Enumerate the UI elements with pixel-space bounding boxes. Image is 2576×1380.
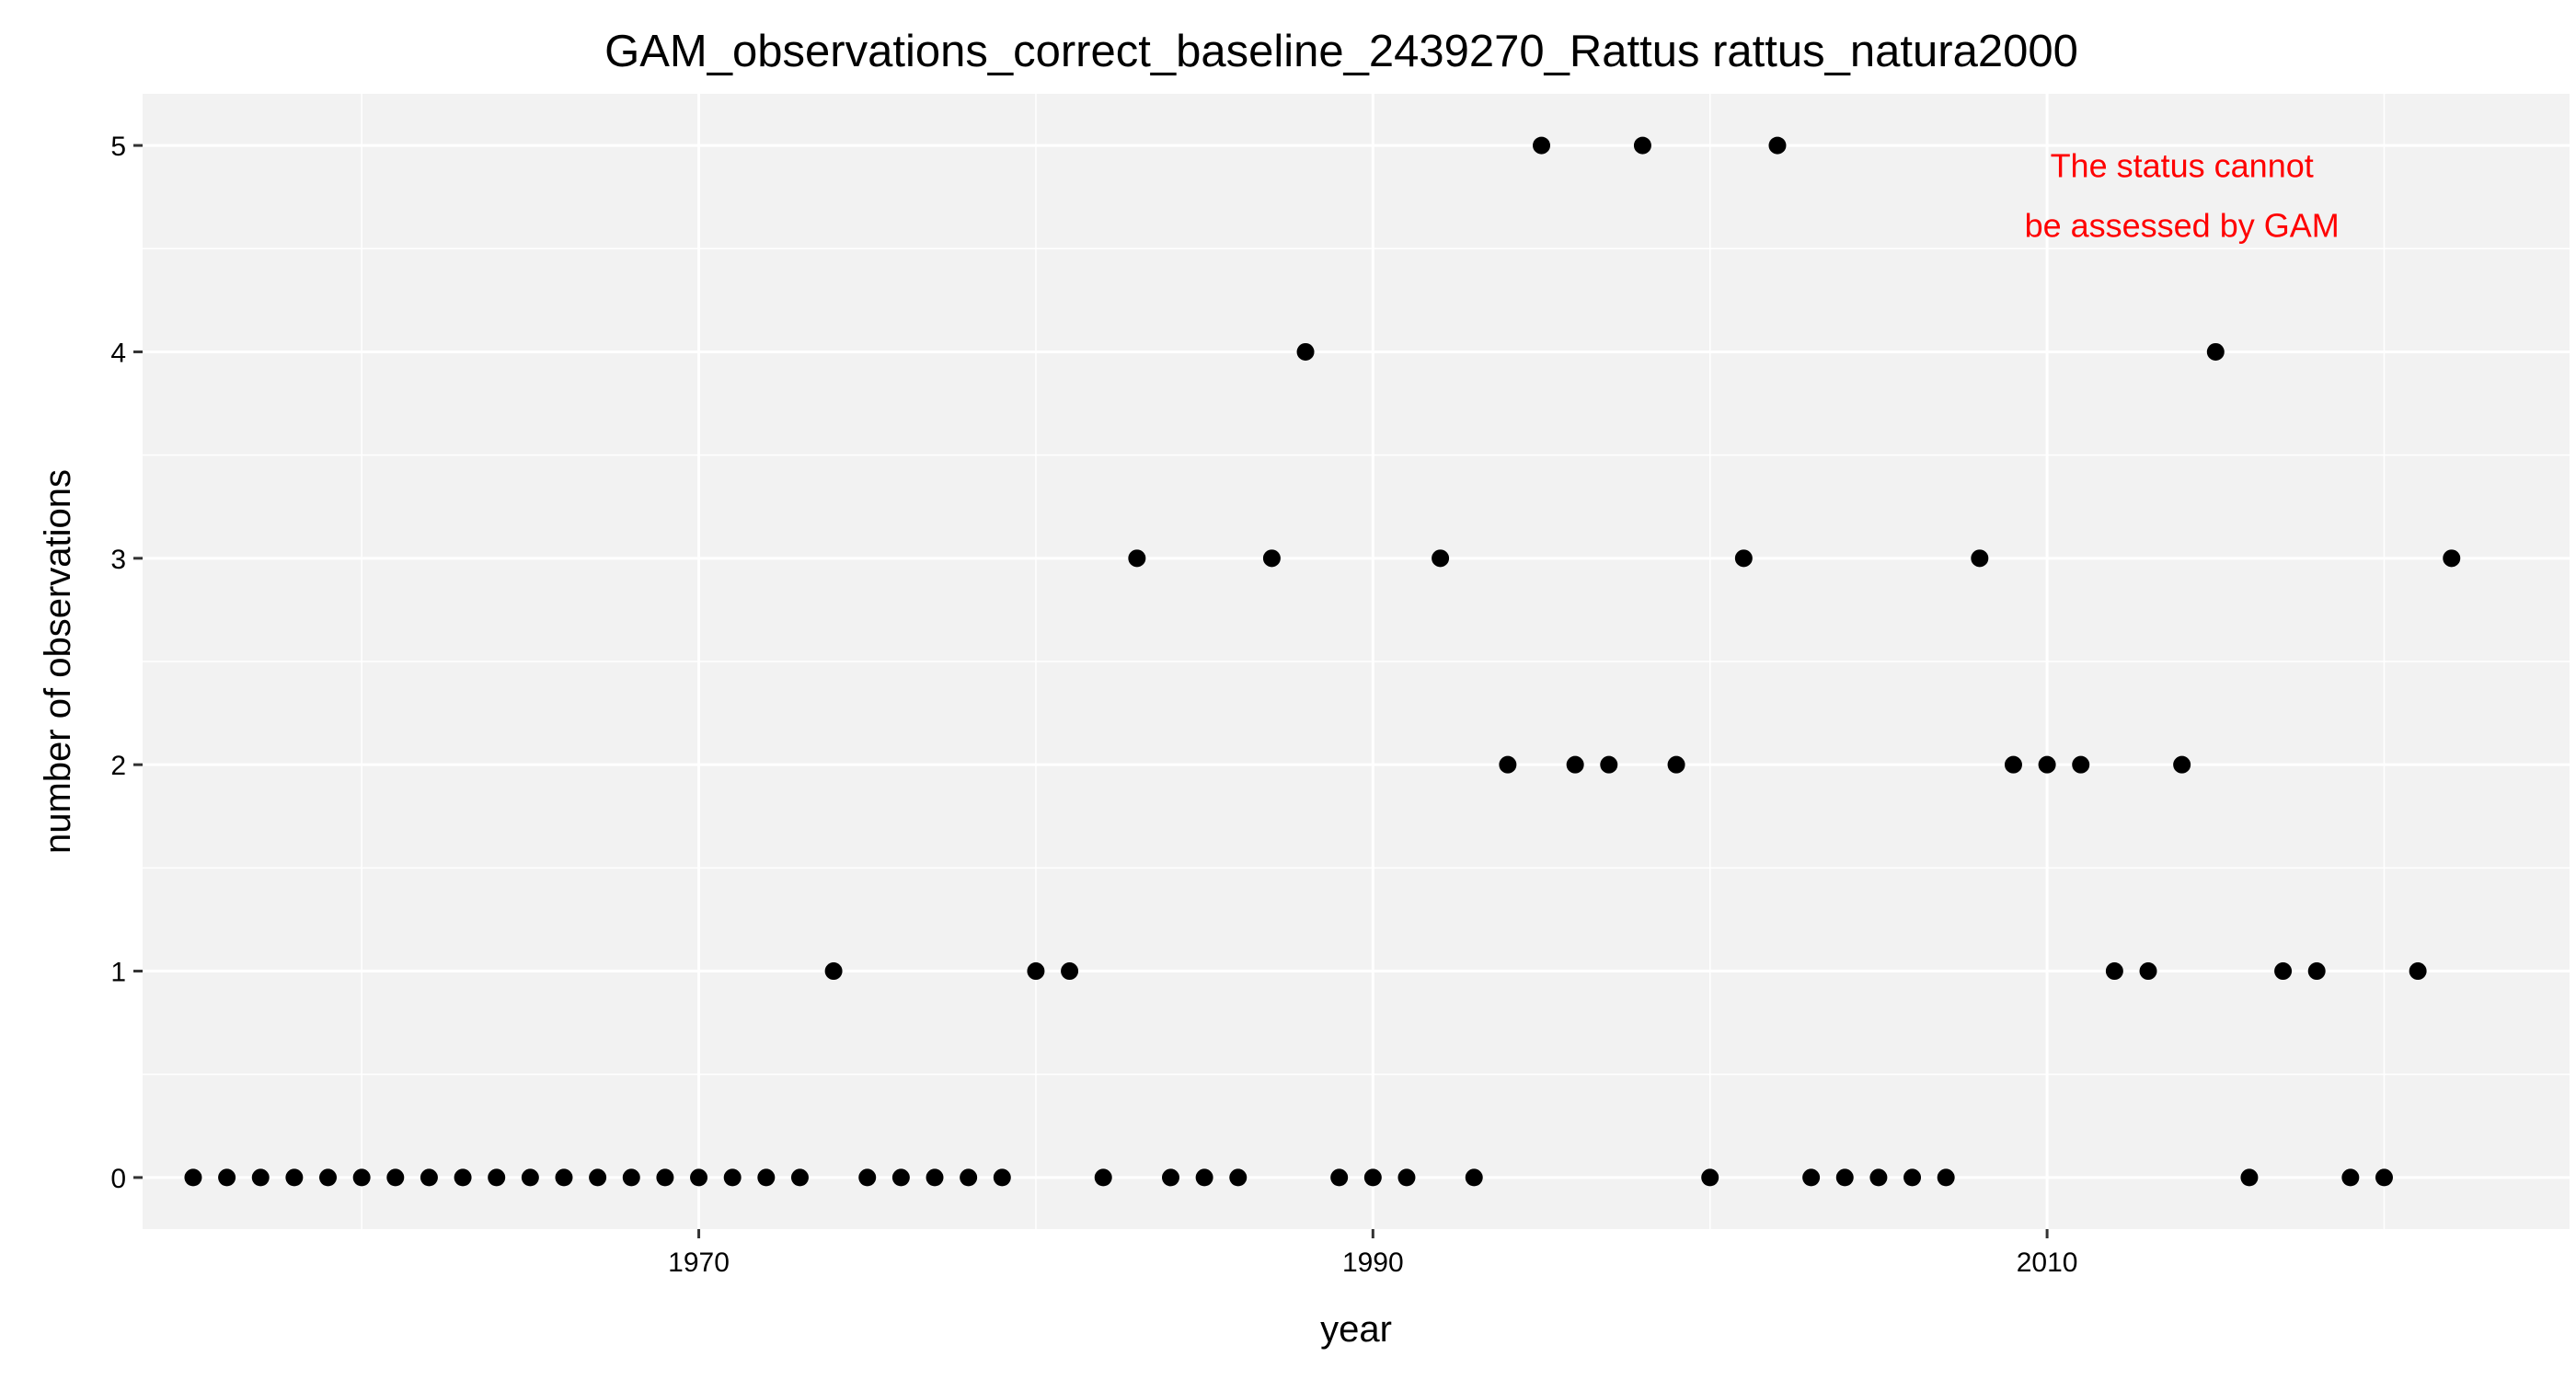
annotation-line: The status cannot — [2051, 147, 2314, 185]
data-point — [723, 1168, 742, 1187]
data-point — [1027, 962, 1045, 981]
data-point — [1633, 136, 1651, 155]
data-point — [2206, 342, 2225, 361]
data-point — [2240, 1168, 2259, 1187]
data-point — [690, 1168, 708, 1187]
data-point — [656, 1168, 674, 1187]
data-point — [319, 1168, 338, 1187]
data-point — [1835, 1168, 1854, 1187]
data-point — [488, 1168, 506, 1187]
data-point — [2038, 755, 2056, 774]
y-tick-label: 5 — [110, 132, 126, 162]
data-point — [1734, 549, 1753, 568]
data-point — [2443, 549, 2461, 568]
data-point — [589, 1168, 607, 1187]
data-point — [454, 1168, 472, 1187]
data-point — [184, 1168, 202, 1187]
data-point — [386, 1168, 405, 1187]
data-point — [1499, 755, 1517, 774]
data-point — [1094, 1168, 1112, 1187]
data-point — [1566, 755, 1584, 774]
grid-lines — [143, 94, 2570, 1229]
data-point — [352, 1168, 371, 1187]
data-point — [218, 1168, 236, 1187]
y-axis-title: number of observations — [38, 469, 78, 854]
data-point — [2072, 755, 2090, 774]
y-tick-label: 3 — [110, 545, 126, 575]
data-point — [2139, 962, 2157, 981]
data-point — [1229, 1168, 1248, 1187]
data-point — [2409, 962, 2427, 981]
data-point — [891, 1168, 910, 1187]
data-point — [521, 1168, 539, 1187]
data-point — [1432, 549, 1450, 568]
data-point — [1262, 549, 1281, 568]
data-points — [184, 136, 2461, 1187]
x-axis-title: year — [1320, 1309, 1392, 1350]
data-point — [1937, 1168, 1955, 1187]
data-point — [1128, 549, 1146, 568]
data-point — [2307, 962, 2326, 981]
data-point — [2105, 962, 2123, 981]
x-tick-label: 2010 — [2017, 1248, 2078, 1278]
y-tick-label: 2 — [110, 751, 126, 781]
data-point — [1533, 136, 1551, 155]
x-axis: 1970 1990 2010 — [668, 1229, 2077, 1278]
data-point — [2375, 1168, 2393, 1187]
data-point — [1330, 1168, 1349, 1187]
data-point — [858, 1168, 877, 1187]
data-point — [285, 1168, 304, 1187]
data-point — [1061, 962, 1079, 981]
data-point — [1397, 1168, 1416, 1187]
x-tick-label: 1970 — [668, 1248, 730, 1278]
data-point — [420, 1168, 438, 1187]
data-point — [1296, 342, 1315, 361]
data-point — [757, 1168, 776, 1187]
data-point — [1667, 755, 1685, 774]
y-axis: 0 1 2 3 4 5 — [110, 132, 143, 1194]
data-point — [2341, 1168, 2360, 1187]
data-point — [622, 1168, 640, 1187]
data-point — [2173, 755, 2191, 774]
data-point — [1701, 1168, 1719, 1187]
y-tick-label: 4 — [110, 338, 126, 368]
data-point — [790, 1168, 809, 1187]
data-point — [1802, 1168, 1821, 1187]
data-point — [926, 1168, 944, 1187]
data-point — [1465, 1168, 1483, 1187]
plot-panel: The status cannot be assessed by GAM — [143, 94, 2570, 1229]
x-tick-label: 1990 — [1342, 1248, 1404, 1278]
data-point — [960, 1168, 978, 1187]
data-point — [555, 1168, 573, 1187]
data-point — [1161, 1168, 1179, 1187]
data-point — [1195, 1168, 1213, 1187]
data-point — [1768, 136, 1787, 155]
data-point — [1971, 549, 1989, 568]
status-annotation: The status cannot be assessed by GAM — [2025, 147, 2340, 245]
data-point — [824, 962, 843, 981]
data-point — [2004, 755, 2022, 774]
data-point — [251, 1168, 270, 1187]
y-tick-label: 0 — [110, 1164, 126, 1194]
data-point — [2274, 962, 2293, 981]
data-point — [1363, 1168, 1382, 1187]
annotation-line: be assessed by GAM — [2025, 207, 2340, 245]
data-point — [1600, 755, 1618, 774]
chart-title: GAM_observations_correct_baseline_243927… — [604, 27, 2078, 76]
data-point — [1869, 1168, 1888, 1187]
y-tick-label: 1 — [110, 958, 126, 988]
data-point — [993, 1168, 1011, 1187]
data-point — [1903, 1168, 1922, 1187]
